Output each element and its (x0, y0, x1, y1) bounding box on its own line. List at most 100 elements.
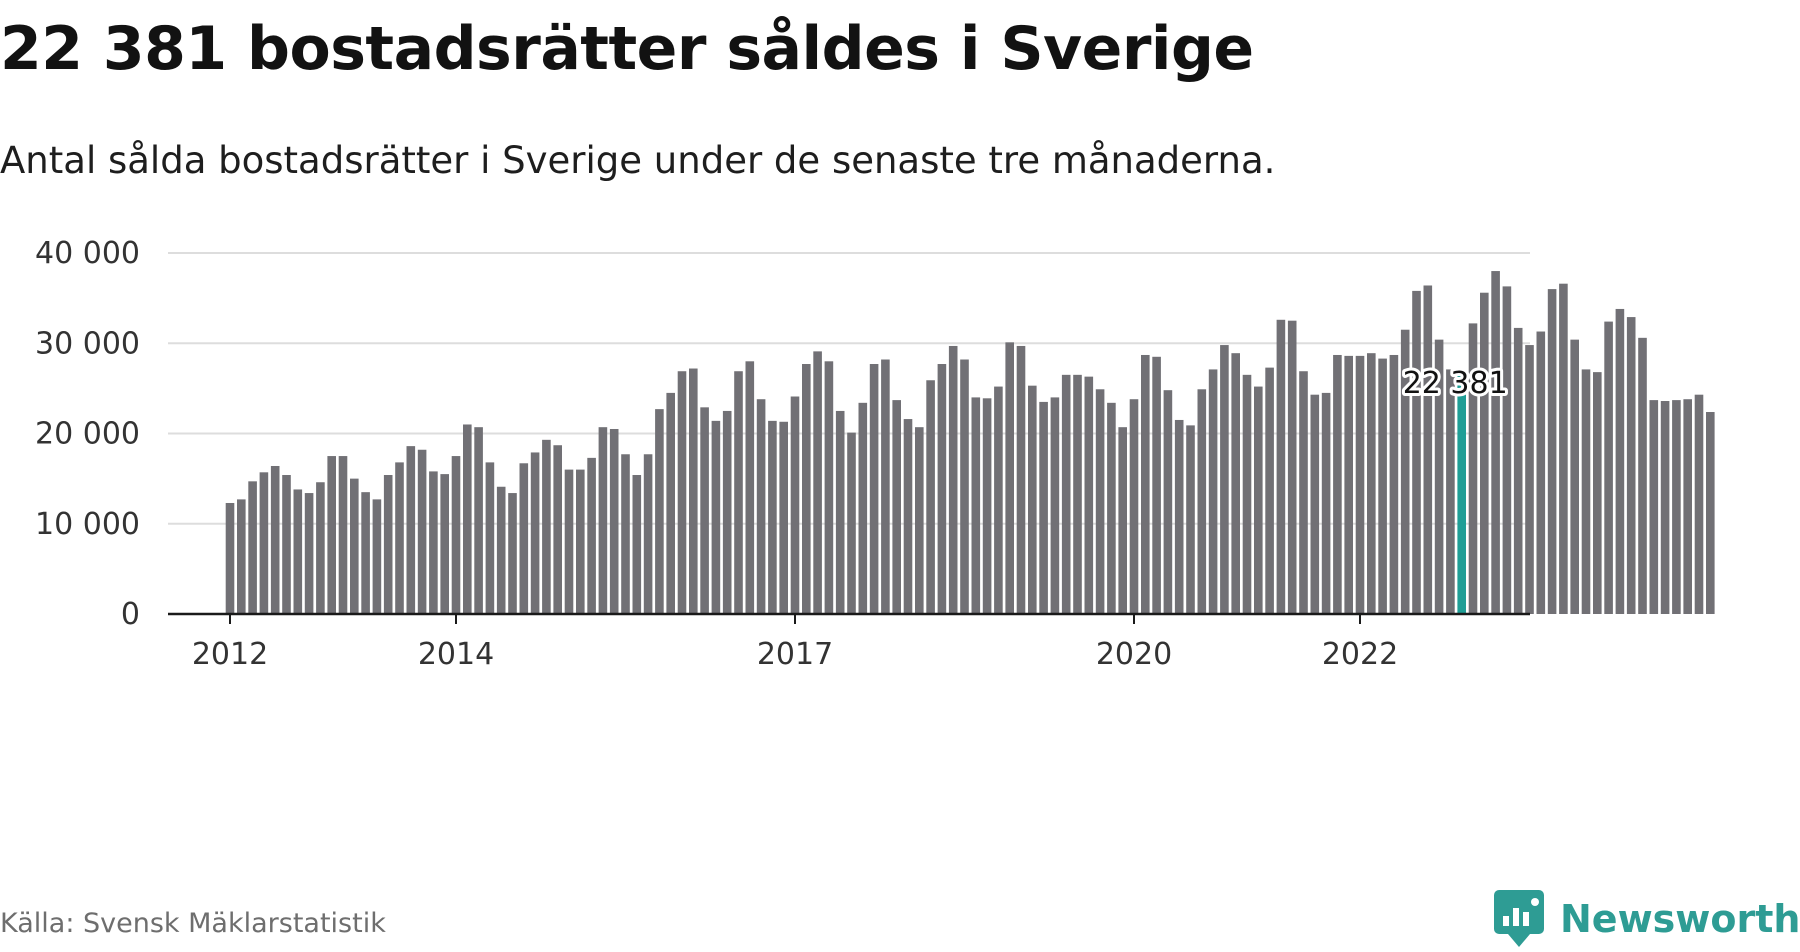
bar (451, 456, 461, 614)
bar (937, 364, 947, 614)
bar (1649, 400, 1659, 614)
bar (1593, 372, 1602, 614)
bar (372, 499, 382, 614)
bar (1547, 289, 1557, 614)
chart-title: 22 381 bostadsrätter såldes i Sverige (0, 14, 1254, 84)
axes: 0 10 000 20 000 30 000 40 000 2012 2014 2017 202… (35, 236, 1530, 672)
bar (587, 457, 596, 614)
bar (835, 410, 845, 614)
y-tick-label: 30 000 (35, 326, 140, 361)
bar (248, 481, 257, 614)
bar (779, 421, 788, 614)
source-note: Källa: Svensk Mäklarstatistik (0, 908, 386, 939)
bar (1299, 371, 1308, 614)
bar (1536, 331, 1546, 614)
bar (350, 478, 359, 615)
bar (1434, 339, 1444, 614)
bar (1502, 286, 1512, 614)
y-tick-label: 40 000 (35, 236, 140, 271)
bar (847, 432, 856, 614)
bar (858, 402, 868, 614)
bar (1231, 353, 1240, 614)
bar (237, 499, 246, 614)
bar (689, 368, 698, 614)
bar (1310, 394, 1320, 614)
bar (632, 475, 642, 614)
bar (655, 409, 664, 614)
bar (361, 492, 370, 614)
bar (1378, 358, 1387, 614)
bar (643, 454, 653, 614)
newsworthy-logo[interactable]: Newsworthy (1494, 886, 1800, 952)
bars (225, 271, 1715, 615)
bar (768, 420, 777, 614)
bar (530, 452, 540, 614)
chart-subtitle: Antal sålda bostadsrätter i Sverige unde… (0, 139, 1276, 182)
x-tick-label: 2022 (1322, 637, 1398, 672)
bar (542, 439, 551, 614)
bar (1276, 319, 1286, 614)
bar (327, 456, 336, 614)
bar (1005, 342, 1014, 614)
bar (1412, 290, 1421, 614)
bar (677, 371, 687, 614)
bar (915, 427, 924, 614)
bar (1039, 401, 1048, 614)
bar (1208, 369, 1218, 614)
bar (553, 445, 562, 614)
bar (1265, 367, 1274, 614)
bar (316, 482, 325, 614)
bar (282, 475, 291, 614)
bar (293, 489, 303, 614)
y-tick-label: 10 000 (35, 507, 140, 542)
bar (666, 392, 675, 614)
bar (1028, 385, 1037, 614)
bar (564, 469, 574, 614)
bar (1197, 389, 1207, 614)
bar (259, 472, 269, 614)
bar (903, 419, 913, 614)
bar (1706, 412, 1715, 614)
bar (982, 398, 992, 614)
y-tick-label: 20 000 (35, 417, 140, 452)
bar (1220, 345, 1229, 614)
bar (576, 469, 585, 614)
bar (1660, 401, 1670, 614)
bar (1694, 394, 1704, 614)
bar (881, 359, 890, 614)
bar (1016, 345, 1026, 614)
bar (1581, 369, 1591, 614)
value-labels: 22 381 (1400, 363, 1511, 404)
bar (869, 364, 879, 614)
bar (1073, 374, 1082, 614)
bar (1638, 337, 1647, 614)
bar (790, 396, 800, 614)
bar (1254, 386, 1263, 614)
bar (609, 428, 619, 614)
bar (1683, 399, 1692, 614)
bar (1050, 397, 1060, 614)
bar (1152, 356, 1161, 614)
bar (948, 345, 958, 614)
bar (802, 364, 811, 614)
bar (1525, 345, 1534, 614)
x-tick-label: 2012 (192, 637, 268, 672)
x-tick-label: 2014 (418, 637, 494, 672)
bar (994, 386, 1003, 614)
bar (395, 462, 404, 614)
bar (711, 420, 721, 614)
bar (338, 456, 348, 614)
highlight-bar (1457, 370, 1466, 614)
bar (463, 424, 472, 614)
highlight-value-label: 22 381 (1403, 366, 1508, 401)
newsworthy-logo-icon (1494, 890, 1544, 947)
bar (406, 446, 416, 614)
bar (429, 471, 438, 614)
bar (1446, 369, 1455, 614)
bar (519, 463, 529, 614)
bar (1570, 339, 1579, 614)
bar (474, 427, 483, 614)
bar (496, 486, 506, 614)
bar (270, 465, 280, 614)
bar (417, 449, 427, 614)
